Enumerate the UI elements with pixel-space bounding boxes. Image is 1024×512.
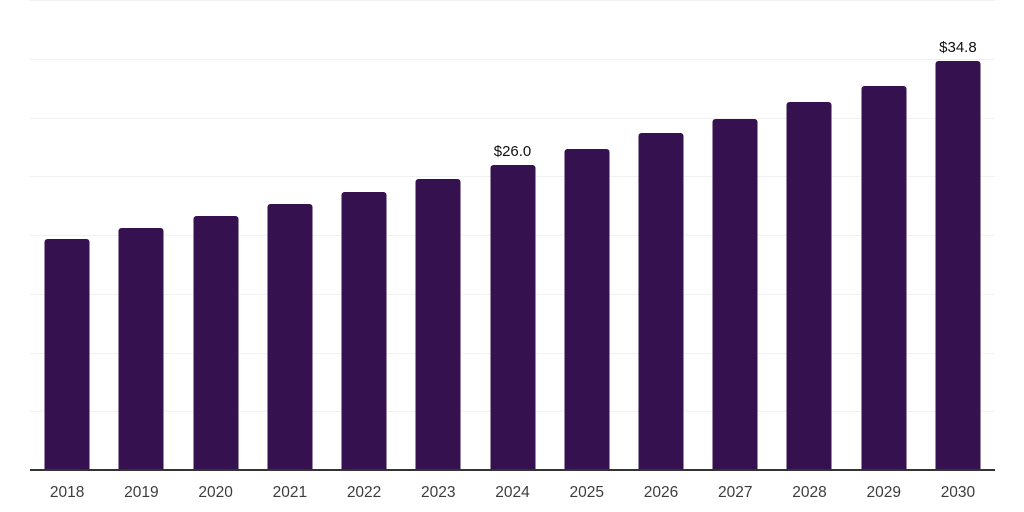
bar-2030: [935, 61, 981, 470]
x-axis-line: [30, 469, 995, 471]
x-tick-2021: 2021: [272, 484, 308, 501]
bar-slot-2022: [327, 0, 401, 470]
bar-slot-2019: [104, 0, 178, 470]
gridline-40: [30, 0, 995, 1]
x-tick-2023: 2023: [421, 484, 456, 501]
x-tick-2022: 2022: [346, 484, 382, 501]
bar-2022: [341, 191, 387, 470]
bar-2021: [267, 204, 313, 470]
bar-slot-2028: [772, 0, 846, 470]
gridline-30: [30, 117, 995, 119]
bar-2026: [638, 132, 684, 470]
value-label-2030: $34.8: [939, 39, 977, 57]
bar-2025: [564, 149, 610, 470]
bar-slot-2023: [401, 0, 475, 470]
x-tick-2020: 2020: [198, 484, 233, 501]
x-tick-2026: 2026: [643, 484, 679, 501]
bar-slot-2018: [30, 0, 104, 470]
x-tick-2029: 2029: [866, 484, 901, 501]
x-tick-2025: 2025: [569, 484, 604, 501]
bar-2020: [193, 216, 239, 470]
x-tick-2019: 2019: [124, 484, 159, 501]
bar-2028: [786, 102, 832, 470]
value-label-2024: $26.0: [493, 142, 532, 160]
x-tick-2018: 2018: [49, 484, 85, 501]
bar-slot-2020: [178, 0, 252, 470]
bar-2023: [415, 178, 461, 470]
bar-2019: [118, 227, 164, 470]
x-axis-labels: 2018 2019 2020 2021 2022 2023 2024 2025 2026 2027…: [30, 484, 995, 502]
x-tick-2030: 2030: [940, 484, 976, 501]
bar-slot-2024: $26.0: [475, 0, 549, 470]
bar-2018: [44, 238, 90, 470]
plot-area: $26.0 $34.8: [30, 0, 995, 471]
bar-slot-2025: [550, 0, 624, 470]
x-tick-2027: 2027: [717, 484, 753, 501]
bar-slot-2030: $34.8: [921, 0, 995, 470]
bar-2027: [712, 118, 758, 470]
bar-2029: [861, 85, 907, 470]
bars-container: $26.0 $34.8: [30, 0, 995, 470]
bar-2024: [490, 164, 536, 470]
bar-slot-2027: [698, 0, 772, 470]
bar-slot-2029: [847, 0, 921, 470]
x-tick-2024: 2024: [495, 484, 530, 501]
x-tick-2028: 2028: [792, 484, 827, 501]
gridline-35: [30, 58, 995, 60]
bar-slot-2021: [253, 0, 327, 470]
bar-slot-2026: [624, 0, 698, 470]
